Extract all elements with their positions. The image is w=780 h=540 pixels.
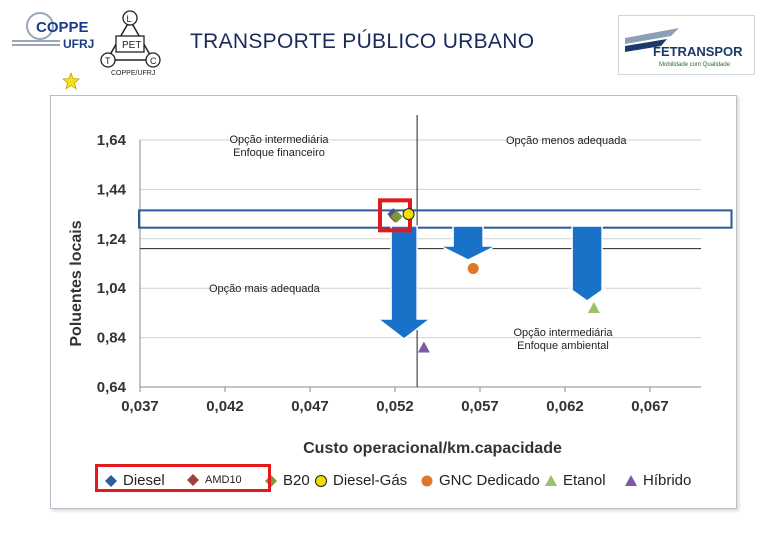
legend-item-diesel-gas: Diesel-Gás (314, 471, 407, 491)
y-tick-label: 1,24 (97, 231, 127, 248)
legend-marker-amd10 (187, 474, 199, 487)
star-icon (62, 72, 80, 90)
annotation-text: Enfoque financeiro (233, 147, 325, 159)
legend-marker-hibrido (625, 475, 637, 487)
y-tick-label: 1,04 (97, 280, 127, 297)
legend-item-etanol: Etanol (544, 471, 606, 491)
legend-label: Diesel (123, 472, 165, 489)
fetranspor-logo: FETRANSPOR Mobilidade com Qualidade (618, 15, 755, 75)
y-tick-label: 1,44 (97, 181, 127, 198)
x-tick-label: 0,047 (291, 398, 329, 415)
coppe-emblem-icon (26, 12, 54, 40)
chart-frame: 1,64 1,44 1,24 1,04 0,84 0,64 0,037 0,042 0,047 0… (50, 95, 737, 509)
arrow-to-hibrido (375, 225, 433, 340)
coppe-pet-logo: COPPE UFRJ PET L T C COPPE/UFRJ (12, 10, 161, 77)
legend-label: AMD10 (205, 474, 242, 486)
logo-ufrj-text: UFRJ (63, 37, 94, 51)
point-b20 (390, 210, 403, 223)
x-tick-label: 0,052 (376, 398, 414, 415)
y-tick-label: 1,64 (97, 132, 127, 149)
annotation-text: Opção menos adequada (506, 135, 627, 147)
x-tick-label: 0,067 (631, 398, 669, 415)
x-tick-label: 0,062 (546, 398, 584, 415)
legend-item-hibrido: Híbrido (624, 471, 691, 491)
legend-highlight-box (95, 464, 271, 492)
logo-coppe-text: COPPE (36, 19, 89, 36)
logo-letter-l: L (127, 14, 132, 24)
legend-marker-etanol (545, 475, 557, 487)
legend-label: Etanol (563, 472, 606, 489)
legend-label: Diesel-Gás (333, 472, 408, 489)
legend-label: Híbrido (643, 472, 692, 489)
fetranspor-swoosh-icon (625, 28, 679, 44)
x-axis-title: Custo operacional/km.capacidade (303, 440, 562, 457)
point-gnc-dedicado (467, 262, 479, 274)
logo-fetranspor-text: FETRANSPOR (653, 44, 743, 59)
logo-fetranspor-tagline: Mobilidade com Qualidade (659, 62, 731, 68)
arrow-to-etanol (567, 225, 607, 302)
annotation-text: Opção intermediária (513, 327, 613, 339)
annotation-text: Opção intermediária (229, 134, 329, 146)
highlight-band (138, 209, 733, 229)
legend-label: B20 (283, 472, 310, 489)
slide-title: TRANSPORTE PÚBLICO URBANO (190, 30, 535, 53)
logo-pet-text: PET (122, 40, 141, 51)
scatter-chart: 1,64 1,44 1,24 1,04 0,84 0,64 0,037 0,042 0,047 0… (68, 115, 733, 457)
chart-legend: Diesel AMD10 B20 Diesel-Gás GNC Dedicado Etan… (96, 465, 706, 495)
point-h-brido (417, 341, 430, 353)
legend-item-gnc: GNC Dedicado (420, 471, 540, 491)
logo-letter-c: C (150, 56, 157, 66)
x-tick-label: 0,057 (461, 398, 499, 415)
logo-letter-t: T (105, 56, 111, 66)
y-tick-label: 0,84 (97, 330, 127, 347)
point-etanol (587, 301, 600, 313)
legend-label: GNC Dedicado (439, 472, 540, 489)
annotation-text: Opção mais adequada (209, 283, 321, 295)
logo-caption: COPPE/UFRJ (111, 70, 155, 77)
x-tick-label: 0,037 (121, 398, 159, 415)
y-axis-title: Poluentes locais (68, 220, 85, 346)
arrow-to-gnc (439, 225, 497, 261)
x-tick-label: 0,042 (206, 398, 244, 415)
y-tick-label: 0,64 (97, 379, 127, 396)
annotation-text: Enfoque ambiental (517, 340, 609, 352)
legend-item-diesel: Diesel (104, 471, 165, 491)
legend-marker-diesel (105, 475, 117, 488)
legend-marker-diesel-gas (315, 475, 327, 488)
point-diesel-g-s (402, 208, 415, 221)
legend-item-amd10: AMD10 (186, 470, 242, 490)
legend-marker-gnc (421, 475, 433, 487)
